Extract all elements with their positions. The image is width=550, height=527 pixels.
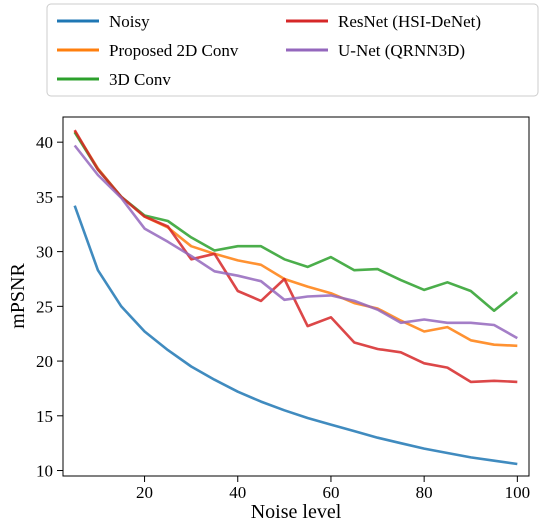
legend: Noisy Proposed 2D Conv 3D Conv ResNet (HSI-… xyxy=(46,3,539,97)
x-axis-label: Noise level xyxy=(251,501,342,523)
y-tick-label: 35 xyxy=(36,188,53,207)
y-axis-label: mPSNR xyxy=(7,263,29,329)
y-tick-label: 15 xyxy=(36,407,53,426)
y-tick-label: 25 xyxy=(36,297,53,316)
series-line-noisy xyxy=(73,205,518,466)
series-line-u-net-qrnn3d xyxy=(73,144,518,340)
y-tick-label: 30 xyxy=(36,243,53,262)
series-line-resnet-hsi-denet xyxy=(73,129,518,384)
plot-area-frame xyxy=(62,116,530,477)
legend-label-proposed-2d-conv: Proposed 2D Conv xyxy=(109,41,239,60)
y-tick-label: 20 xyxy=(36,352,53,371)
x-tick-label: 20 xyxy=(136,483,153,502)
legend-label-u-net-qrnn3d: U-Net (QRNN3D) xyxy=(338,41,465,60)
legend-label-3d-conv: 3D Conv xyxy=(109,70,171,89)
legend-items: Noisy Proposed 2D Conv 3D Conv ResNet (HSI-… xyxy=(57,12,481,89)
x-tick-label: 100 xyxy=(505,483,531,502)
y-tick-label: 10 xyxy=(36,462,53,481)
series-line-3d-conv xyxy=(73,131,519,313)
x-tick-label: 60 xyxy=(322,483,339,502)
y-tick-label: 40 xyxy=(36,133,53,152)
series-line-proposed-2d-conv xyxy=(73,130,518,348)
x-axis: 20 40 60 80 100 xyxy=(136,476,530,502)
x-tick-label: 40 xyxy=(229,483,246,502)
series-lines xyxy=(73,129,519,466)
y-axis: 10 15 20 25 30 35 40 xyxy=(36,133,63,481)
legend-label-resnet-hsi-denet: ResNet (HSI-DeNet) xyxy=(338,12,481,31)
x-tick-label: 80 xyxy=(416,483,433,502)
legend-label-noisy: Noisy xyxy=(109,12,150,31)
